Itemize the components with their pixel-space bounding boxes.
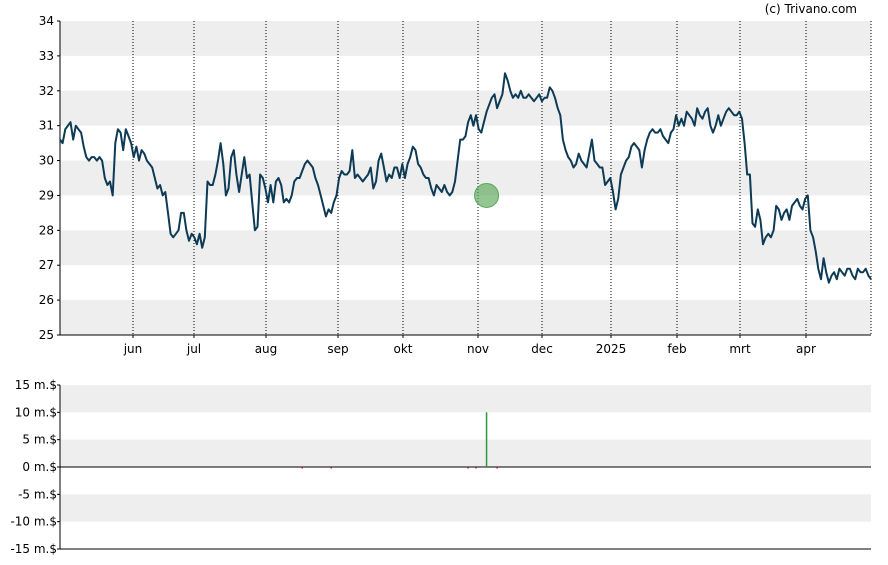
price-x-tick-label: nov [467,342,489,356]
volume-y-tick-label: 0 m.$ [22,460,57,474]
price-y-tick-label: 28 [39,223,54,237]
volume-y-tick-label: 5 m.$ [22,433,57,447]
price-series-line [59,72,872,284]
price-x-tick-label: okt [394,342,413,356]
volume-y-tick-label: -10 m.$ [10,515,57,529]
volume-band [60,385,871,413]
volume-band [60,439,871,467]
price-x-tick-label: apr [796,342,816,356]
price-y-tick-label: 26 [39,293,54,307]
price-band [60,21,871,56]
price-band [60,90,871,126]
price-x-tick-label: dec [531,342,553,356]
price-x-tick-label: jun [123,342,143,356]
price-y-tick-label: 27 [39,258,54,272]
price-x-tick-label: jul [186,342,201,356]
price-x-tick-label: mrt [729,342,751,356]
price-y-tick-label: 34 [39,14,54,28]
price-band [60,300,871,335]
price-y-tick-label: 30 [39,154,54,168]
price-x-tick-label: aug [255,342,278,356]
price-band [60,230,871,266]
price-x-tick-label: sep [327,342,348,356]
price-y-tick-label: 29 [39,188,54,202]
price-y-tick-label: 32 [39,84,54,98]
volume-band [60,494,871,522]
price-x-tick-label: 2025 [596,342,627,356]
volume-y-tick-label: -15 m.$ [10,542,57,556]
price-band [60,160,871,196]
price-chart-panel: 25 26 27 28 29 30 31 32 33 34 jun jul aug sep okt nov de… [39,14,872,356]
volume-y-tick-label: -5 m.$ [18,487,57,501]
price-y-tick-label: 31 [39,119,54,133]
source-credit: (c) Trivano.com [765,2,857,16]
volume-y-tick-label: 15 m.$ [15,378,57,392]
price-y-tick-label: 33 [39,49,54,63]
price-x-tick-label: feb [667,342,686,356]
volume-chart-panel: 15 m.$ 10 m.$ 5 m.$ 0 m.$ -5 m.$ -10 m.$ -15 m… [10,378,871,556]
price-y-tick-label: 25 [39,328,54,342]
volume-y-tick-label: 10 m.$ [15,405,57,419]
event-marker [474,182,500,208]
